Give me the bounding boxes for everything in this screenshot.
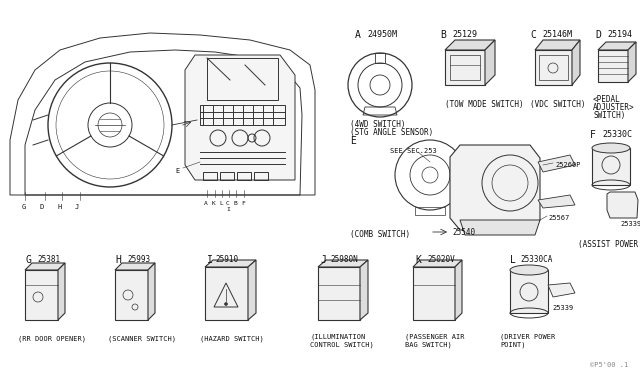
Text: (DRIVER POWER: (DRIVER POWER [500,333,556,340]
Text: (4WD SWITCH): (4WD SWITCH) [350,120,406,129]
Text: 25540: 25540 [452,228,475,237]
Polygon shape [510,270,548,313]
Ellipse shape [510,265,548,275]
Text: (RR DOOR OPENER): (RR DOOR OPENER) [18,335,86,341]
Polygon shape [318,267,360,320]
Text: I: I [226,207,230,212]
Polygon shape [628,42,636,82]
Text: H: H [115,255,121,265]
Polygon shape [460,220,540,235]
Text: (PASSENGER AIR: (PASSENGER AIR [405,333,465,340]
Polygon shape [205,267,248,320]
Text: (COMB SWITCH): (COMB SWITCH) [350,230,410,239]
Polygon shape [115,270,148,320]
Text: (ASSIST POWER POINT): (ASSIST POWER POINT) [578,240,640,249]
Polygon shape [598,50,628,82]
Polygon shape [248,260,256,320]
Polygon shape [535,40,580,50]
Polygon shape [360,260,368,320]
Polygon shape [450,145,540,230]
Text: <PEDAL: <PEDAL [593,95,621,104]
Text: 25146M: 25146M [542,30,572,39]
Polygon shape [413,267,455,320]
Text: 25339: 25339 [620,221,640,227]
Text: 25330C: 25330C [602,130,632,139]
Text: (VDC SWITCH): (VDC SWITCH) [530,100,586,109]
Text: B: B [440,30,446,40]
Text: (STG ANGLE SENSOR): (STG ANGLE SENSOR) [350,128,433,137]
Polygon shape [445,40,495,50]
Text: 25194: 25194 [607,30,632,39]
Text: 25260P: 25260P [555,162,580,168]
Text: SEE SEC.253: SEE SEC.253 [390,148,436,154]
Text: 25129: 25129 [452,30,477,39]
Polygon shape [548,283,575,297]
Text: BAG SWITCH): BAG SWITCH) [405,341,452,347]
Circle shape [225,302,227,305]
Text: ©P5'00 .1: ©P5'00 .1 [590,362,628,368]
Polygon shape [607,192,638,218]
Polygon shape [455,260,462,320]
Text: 25330CA: 25330CA [520,255,552,264]
Text: (SCANNER SWITCH): (SCANNER SWITCH) [108,335,176,341]
Text: 24950M: 24950M [367,30,397,39]
Polygon shape [115,263,155,270]
Polygon shape [598,42,636,50]
Polygon shape [148,263,155,320]
Text: D: D [595,30,601,40]
Polygon shape [413,260,462,267]
Text: C: C [226,201,230,206]
Polygon shape [485,40,495,85]
Polygon shape [318,260,368,267]
Text: J: J [320,255,326,265]
Text: E: E [175,168,179,174]
Polygon shape [25,270,58,320]
Text: A: A [204,201,208,206]
Text: K: K [212,201,216,206]
Text: G: G [22,204,26,210]
Ellipse shape [592,143,630,153]
Polygon shape [185,55,295,180]
Text: B: B [233,201,237,206]
Text: 25020V: 25020V [427,255,455,264]
Text: (ILLUMINATION: (ILLUMINATION [310,333,365,340]
Polygon shape [592,148,630,185]
Polygon shape [205,260,256,267]
Text: K: K [415,255,421,265]
Text: J: J [75,204,79,210]
Text: I: I [207,255,213,265]
Text: (TOW MODE SWITCH): (TOW MODE SWITCH) [445,100,524,109]
Text: C: C [530,30,536,40]
Text: E: E [350,136,356,146]
Text: D: D [40,204,44,210]
Text: ADJUSTER>: ADJUSTER> [593,103,635,112]
Polygon shape [538,195,575,208]
Polygon shape [445,50,485,85]
Text: L: L [219,201,223,206]
Polygon shape [535,50,572,85]
Text: H: H [57,204,61,210]
Polygon shape [538,155,575,172]
Text: A: A [355,30,361,40]
Text: 25339: 25339 [552,305,573,311]
Text: 25993: 25993 [127,255,150,264]
Polygon shape [25,263,65,270]
Text: 25910: 25910 [215,255,238,264]
Text: SWITCH): SWITCH) [593,111,625,120]
Polygon shape [572,40,580,85]
Text: 25381: 25381 [37,255,60,264]
Text: 25980N: 25980N [330,255,358,264]
Text: 25567: 25567 [548,215,569,221]
Text: (HAZARD SWITCH): (HAZARD SWITCH) [200,335,264,341]
Text: F: F [241,201,244,206]
Text: G: G [25,255,31,265]
Polygon shape [58,263,65,320]
Text: POINT): POINT) [500,341,525,347]
Text: CONTROL SWITCH): CONTROL SWITCH) [310,341,374,347]
Text: F: F [590,130,596,140]
Text: L: L [510,255,516,265]
